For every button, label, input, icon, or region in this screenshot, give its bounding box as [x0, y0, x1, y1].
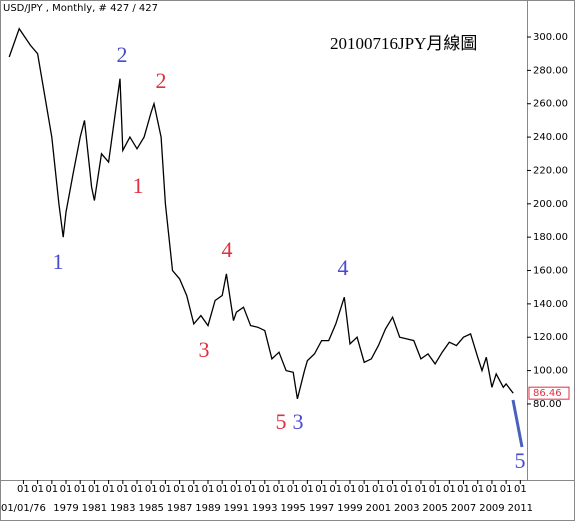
plot-frame [0, 0, 528, 481]
x-tick-label: 01 [471, 484, 484, 495]
x-tick-label: 01 [131, 484, 144, 495]
x-tick-label: 01 [344, 484, 357, 495]
x-tick-label: 01 [329, 484, 342, 495]
x-tick-label: 01 [230, 484, 243, 495]
x-tick-label: 01 [187, 484, 200, 495]
wave-label: 1 [133, 173, 144, 198]
x-year-label: 2005 [422, 503, 447, 514]
wave-label: 3 [199, 337, 210, 362]
y-tick-label: 240.00 [533, 132, 568, 143]
x-tick-label: 01 [88, 484, 101, 495]
y-tick-label: 100.00 [533, 366, 568, 377]
x-year-label: 1993 [252, 503, 277, 514]
projection-line [511, 399, 524, 448]
x-tick-label: 01 [258, 484, 271, 495]
x-tick-label: 01 [145, 484, 158, 495]
wave-label: 1 [53, 249, 64, 274]
wave-label: 5 [515, 448, 526, 473]
x-tick-label: 01 [45, 484, 58, 495]
price-line [8, 27, 514, 400]
y-tick-label: 220.00 [533, 165, 568, 176]
current-price-label: 86.46 [533, 388, 562, 399]
x-year-label: 1987 [167, 503, 192, 514]
x-tick-label: 01 [31, 484, 44, 495]
x-year-label: 2011 [508, 503, 533, 514]
x-axis-frame [0, 480, 575, 521]
x-tick-label: 01 [372, 484, 385, 495]
axis-frame [527, 0, 575, 481]
y-tick-label: 160.00 [533, 266, 568, 277]
x-tick-label: 01 [500, 484, 513, 495]
x-tick-label: 01 [173, 484, 186, 495]
x-tick-label: 01 [429, 484, 442, 495]
x-tick-label: 01 [216, 484, 229, 495]
x-tick-label: 01 [486, 484, 499, 495]
x-tick-label: 01 [514, 484, 527, 495]
chart-title: 20100716JPY月線圖 [330, 34, 477, 53]
y-tick-label: 140.00 [533, 299, 568, 310]
x-tick-label: 01 [457, 484, 470, 495]
x-tick-label: 01 [301, 484, 314, 495]
x-year-label: 2001 [366, 503, 391, 514]
x-year-label: 1983 [110, 503, 135, 514]
x-year-label: 2007 [451, 503, 476, 514]
x-tick-label: 01 [102, 484, 115, 495]
x-tick-label: 01 [116, 484, 129, 495]
x-tick-label: 01 [74, 484, 87, 495]
x-year-label: 1991 [224, 503, 249, 514]
x-tick-label: 01 [400, 484, 413, 495]
x-tick-label: 01 [17, 484, 30, 495]
current-price-box [528, 386, 570, 400]
x-year-label: 1981 [82, 503, 107, 514]
x-tick-label: 01 [159, 484, 172, 495]
x-tick-label: 01 [315, 484, 328, 495]
x-year-label: 1999 [337, 503, 362, 514]
y-tick-label: 200.00 [533, 199, 568, 210]
y-tick-label: 260.00 [533, 99, 568, 110]
wave-label: 4 [338, 255, 349, 280]
x-year-label: 1995 [280, 503, 305, 514]
x-year-label: 2003 [394, 503, 419, 514]
wave-label: 5 [276, 409, 287, 434]
y-tick-label: 80.00 [533, 399, 562, 410]
x-tick-label: 01 [287, 484, 300, 495]
x-tick-label: 01 [60, 484, 73, 495]
wave-label: 4 [222, 237, 233, 262]
x-tick-label: 01 [415, 484, 428, 495]
title-box [326, 32, 516, 58]
wave-label: 2 [117, 42, 128, 67]
x-tick-label: 01 [244, 484, 257, 495]
x-tick-label: 01 [358, 484, 371, 495]
x-year-label: 1989 [195, 503, 220, 514]
x-year-label: 1997 [309, 503, 334, 514]
header: USD/JPY , Monthly, # 427 / 427 [3, 3, 158, 14]
x-year-label: 1979 [53, 503, 78, 514]
y-tick-label: 280.00 [533, 65, 568, 76]
x-year-label: 2009 [479, 503, 504, 514]
x-year-label: 01/01/76 [1, 503, 46, 514]
wave-label: 2 [156, 68, 167, 93]
x-tick-label: 01 [202, 484, 215, 495]
y-tick-label: 300.00 [533, 32, 568, 43]
wave-label: 3 [293, 409, 304, 434]
y-tick-label: 120.00 [533, 332, 568, 343]
x-tick-label: 01 [386, 484, 399, 495]
y-tick-label: 180.00 [533, 232, 568, 243]
x-tick-label: 01 [273, 484, 286, 495]
x-tick-label: 01 [443, 484, 456, 495]
x-year-label: 1985 [138, 503, 163, 514]
